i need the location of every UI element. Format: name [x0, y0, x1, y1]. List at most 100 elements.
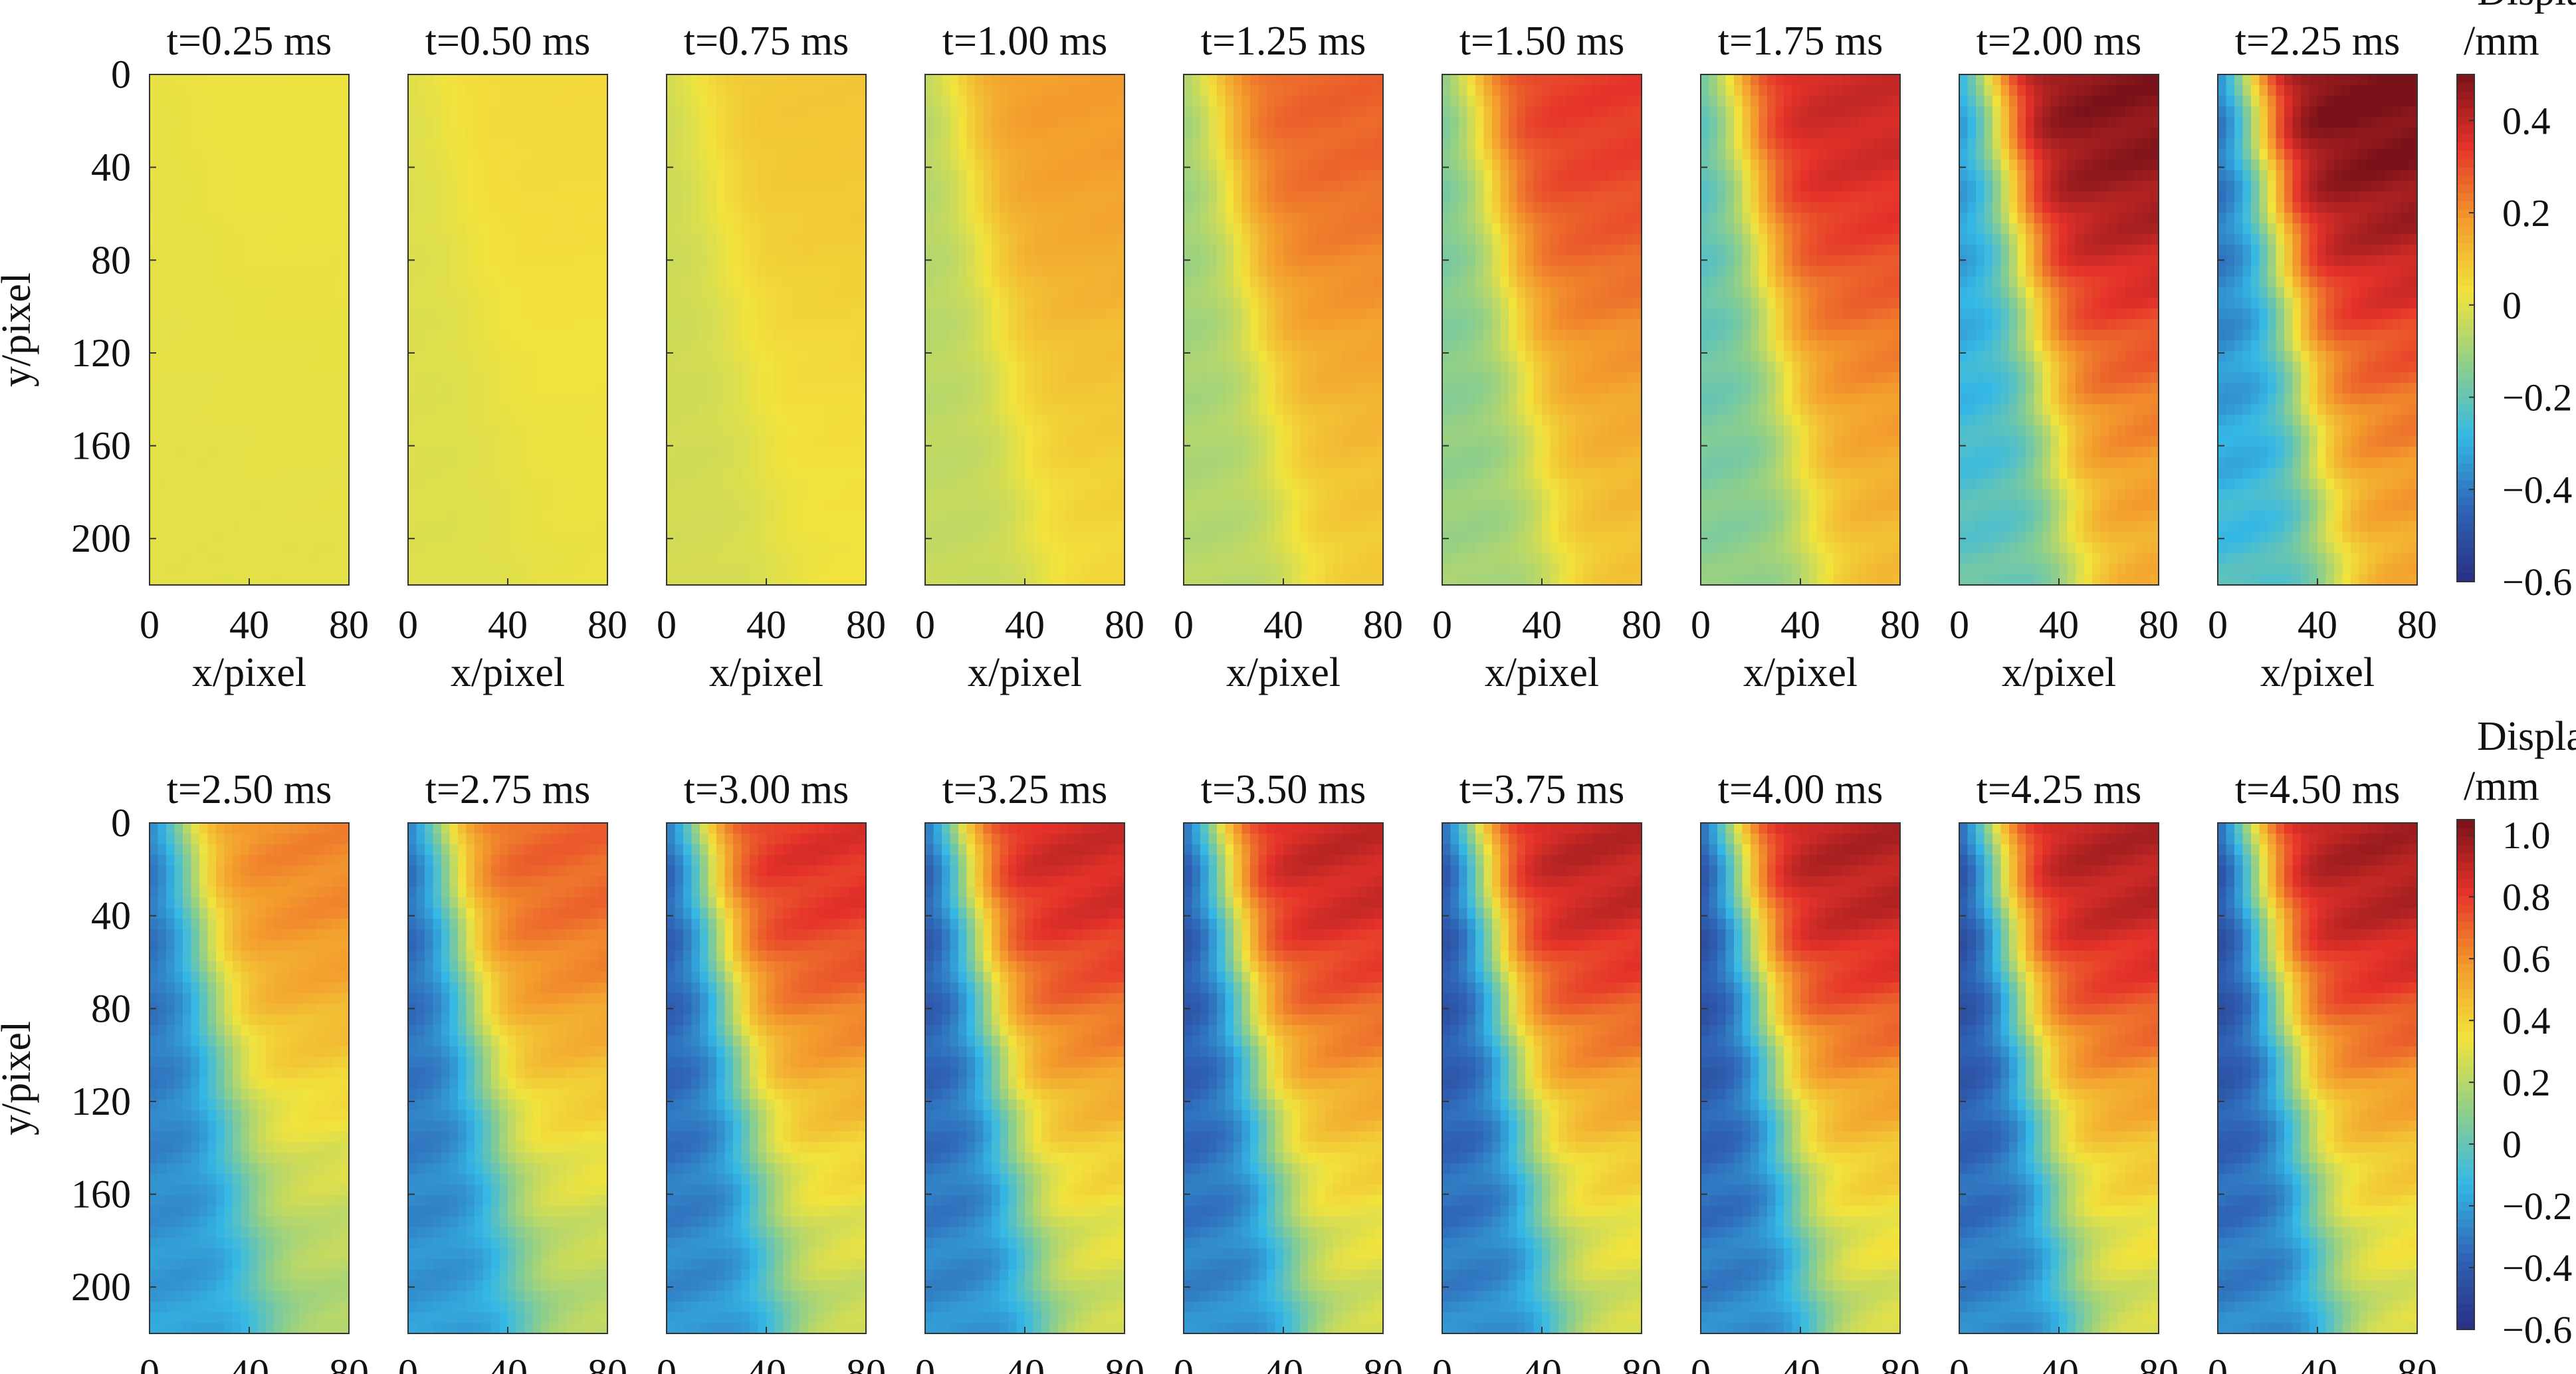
- heatmap-cell: [774, 170, 784, 181]
- heatmap-cell: [975, 340, 984, 352]
- heatmap-cell: [841, 521, 850, 532]
- heatmap-cell: [524, 160, 534, 171]
- heatmap-cell: [741, 223, 750, 235]
- heatmap-cell: [1049, 266, 1059, 277]
- heatmap-cell: [499, 383, 508, 394]
- heatmap-cell: [483, 287, 492, 298]
- heatmap-cell: [1258, 181, 1267, 192]
- x-tick-label: 0: [657, 603, 677, 647]
- heatmap-cell: [566, 425, 575, 437]
- heatmap-cell: [1291, 138, 1301, 150]
- heatmap-cell: [950, 447, 959, 458]
- heatmap-cell: [441, 245, 451, 256]
- heatmap-cell: [266, 457, 275, 469]
- heatmap-cell: [1275, 181, 1284, 192]
- heatmap-cell: [158, 298, 167, 309]
- heatmap-cell: [199, 532, 209, 543]
- heatmap-cell: [491, 223, 500, 235]
- heatmap-cell: [1275, 170, 1284, 181]
- heatmap-cell: [324, 234, 333, 245]
- heatmap-cell: [667, 330, 676, 341]
- heatmap-cell: [216, 319, 225, 330]
- heatmap-cell: [800, 340, 809, 352]
- heatmap-cell: [332, 96, 342, 107]
- heatmap-cell: [1300, 117, 1309, 128]
- heatmap-cell: [1250, 106, 1259, 118]
- heatmap-cell: [183, 351, 192, 362]
- heatmap-cell: [1058, 436, 1067, 447]
- heatmap-cell: [1300, 181, 1309, 192]
- heatmap-cell: [975, 138, 984, 150]
- heatmap-cell: [241, 117, 250, 128]
- heatmap-cell: [449, 457, 459, 469]
- heatmap-cell: [458, 521, 467, 532]
- heatmap-cell: [1033, 223, 1042, 235]
- heatmap-cell: [566, 521, 575, 532]
- heatmap-cell: [1000, 319, 1009, 330]
- heatmap-cell: [274, 245, 283, 256]
- heatmap-cell: [524, 394, 534, 405]
- heatmap-cell: [541, 330, 550, 341]
- heatmap-cell: [599, 287, 608, 298]
- heatmap-cell: [783, 117, 792, 128]
- heatmap-cell: [807, 468, 817, 479]
- heatmap-cell: [849, 574, 859, 586]
- heatmap-cell: [524, 245, 534, 256]
- heatmap-cell: [274, 213, 283, 224]
- heatmap-cell: [516, 404, 525, 415]
- heatmap-cell: [1116, 574, 1125, 586]
- heatmap-cell: [849, 138, 859, 150]
- heatmap-cell: [199, 245, 209, 256]
- heatmap-cell: [833, 223, 842, 235]
- heatmap-cell: [449, 245, 459, 256]
- heatmap-cell: [950, 287, 959, 298]
- heatmap-cell: [950, 74, 959, 86]
- heatmap-cell: [683, 340, 693, 352]
- heatmap-cell: [1091, 500, 1101, 511]
- heatmap-cell: [691, 223, 700, 235]
- heatmap-cell: [324, 138, 333, 150]
- heatmap-cell: [166, 245, 175, 256]
- heatmap-cell: [933, 404, 942, 415]
- heatmap-cell: [691, 160, 700, 171]
- heatmap-cell: [475, 255, 484, 267]
- heatmap-cell: [216, 532, 225, 543]
- heatmap-cell: [683, 330, 693, 341]
- heatmap-cell: [708, 351, 717, 362]
- heatmap-cell: [733, 542, 742, 554]
- heatmap-cell: [1083, 234, 1092, 245]
- heatmap-cell: [1016, 511, 1025, 522]
- heatmap-cell: [824, 479, 833, 490]
- heatmap-cell: [950, 223, 959, 235]
- heatmap-cell: [700, 255, 709, 267]
- heatmap-cell: [950, 351, 959, 362]
- heatmap-cell: [1225, 106, 1234, 118]
- heatmap-cell: [508, 457, 517, 469]
- heatmap-cell: [257, 521, 267, 532]
- heatmap-cell: [716, 266, 726, 277]
- heatmap-cell: [249, 532, 259, 543]
- heatmap-cell: [207, 532, 217, 543]
- heatmap-cell: [1041, 181, 1051, 192]
- heatmap-cell: [458, 160, 467, 171]
- heatmap-cell: [741, 191, 750, 203]
- heatmap-cell: [849, 500, 859, 511]
- heatmap-cell: [774, 266, 784, 277]
- heatmap-cell: [700, 489, 709, 501]
- heatmap-cell: [708, 255, 717, 267]
- heatmap-cell: [425, 191, 434, 203]
- heatmap-cell: [599, 457, 608, 469]
- heatmap-cell: [783, 170, 792, 181]
- heatmap-cell: [257, 223, 267, 235]
- heatmap-cell: [574, 308, 584, 320]
- heatmap-cell: [449, 202, 459, 213]
- heatmap-cell: [174, 383, 183, 394]
- heatmap-cell: [1041, 425, 1051, 437]
- heatmap-cell: [340, 266, 350, 277]
- heatmap-cell: [1208, 128, 1218, 139]
- heatmap-cell: [340, 319, 350, 330]
- heatmap-cell: [591, 521, 600, 532]
- heatmap-cell: [1234, 106, 1243, 118]
- heatmap-cell: [857, 340, 867, 352]
- heatmap-cell: [1091, 340, 1101, 352]
